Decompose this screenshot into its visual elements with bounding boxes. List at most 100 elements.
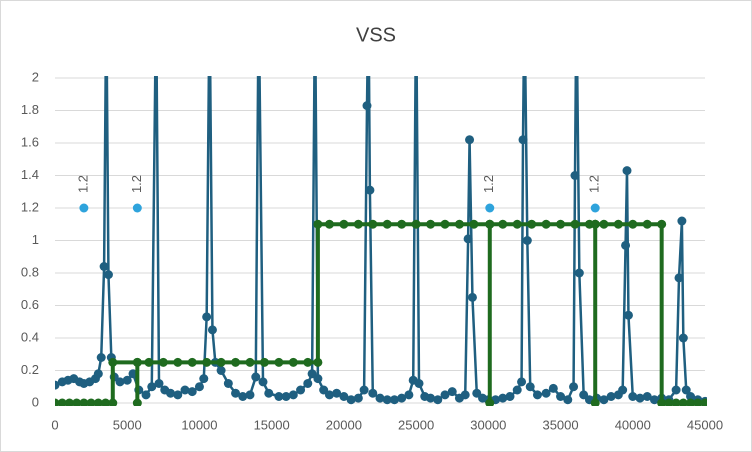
data-point xyxy=(618,385,628,395)
data-point xyxy=(397,219,407,229)
data-point xyxy=(128,369,138,379)
data-point xyxy=(678,398,688,406)
y-tick-label: 0.8 xyxy=(21,264,39,279)
data-point xyxy=(606,392,616,401)
data-point xyxy=(426,393,436,403)
data-point xyxy=(144,357,154,367)
data-point xyxy=(359,385,369,395)
y-tick-label: 1.4 xyxy=(21,167,39,182)
x-tick-label: 5000 xyxy=(113,417,142,432)
data-point xyxy=(72,398,82,406)
x-tick-label: 10000 xyxy=(181,417,217,432)
data-point xyxy=(463,234,473,244)
data-point xyxy=(245,357,255,367)
data-point xyxy=(671,385,681,395)
data-point xyxy=(628,219,638,229)
data-point xyxy=(202,312,212,322)
data-point xyxy=(93,398,103,406)
data-point xyxy=(362,101,372,111)
data-point xyxy=(187,357,197,367)
data-point xyxy=(382,219,392,229)
data-point xyxy=(231,388,241,398)
x-tick-label: 25000 xyxy=(398,417,434,432)
data-point xyxy=(686,392,696,401)
x-tick-label: 40000 xyxy=(615,417,651,432)
data-point xyxy=(158,357,168,367)
data-point xyxy=(447,387,457,397)
data-label: 1.2 xyxy=(75,175,90,193)
data-point xyxy=(674,273,684,283)
data-point xyxy=(101,398,111,406)
data-point xyxy=(93,369,103,379)
data-point xyxy=(141,390,151,400)
data-point xyxy=(108,357,118,367)
y-tick-label: 0 xyxy=(32,394,39,409)
data-point xyxy=(642,392,652,401)
data-point xyxy=(57,398,67,406)
data-point xyxy=(527,219,537,229)
y-tick-label: 1.6 xyxy=(21,134,39,149)
chart-title: VSS xyxy=(356,24,396,46)
data-point xyxy=(382,395,392,405)
y-tick-label: 0.2 xyxy=(21,362,39,377)
x-tick-label: 45000 xyxy=(687,417,723,432)
labels: 0 0.2 0.4 0.6 0.8 1 1.2 1.4 1.6 1.8 2 0 5000 10000 150… xyxy=(21,69,723,432)
data-label: 1.2 xyxy=(481,175,496,193)
x-tick-label: 35000 xyxy=(542,417,578,432)
data-point xyxy=(365,185,375,195)
data-point xyxy=(79,398,89,406)
data-point xyxy=(465,135,475,145)
data-point xyxy=(635,393,645,403)
data-point xyxy=(132,357,142,367)
data-point xyxy=(288,390,298,400)
data-point xyxy=(613,219,623,229)
data-point xyxy=(404,390,414,400)
data-point xyxy=(642,219,652,229)
data-point xyxy=(570,219,580,229)
x-tick-label: 15000 xyxy=(254,417,290,432)
data-point xyxy=(132,398,142,406)
data-point xyxy=(485,219,495,229)
data-point xyxy=(216,357,226,367)
data-point xyxy=(397,393,407,403)
data-point xyxy=(274,392,284,401)
data-point xyxy=(512,385,522,395)
data-point xyxy=(599,395,609,405)
data-point xyxy=(108,398,118,406)
data-point xyxy=(460,390,470,400)
data-point xyxy=(469,219,479,229)
data-point xyxy=(313,357,323,367)
data-point xyxy=(103,270,113,280)
data-point xyxy=(274,357,284,367)
data-point xyxy=(147,382,157,392)
data-point xyxy=(202,357,212,367)
data-point xyxy=(281,392,291,401)
data-point xyxy=(556,392,566,401)
data-point xyxy=(207,325,217,335)
data-point xyxy=(251,372,261,382)
data-point xyxy=(313,219,323,229)
x-tick-label: 0 xyxy=(51,417,58,432)
data-point xyxy=(522,236,532,245)
data-point xyxy=(99,262,109,271)
data-point xyxy=(681,385,691,395)
data-point xyxy=(440,390,450,400)
data-point xyxy=(677,216,687,226)
data-point xyxy=(122,375,132,385)
data-point xyxy=(505,392,515,401)
data-point xyxy=(173,357,183,367)
data-label: 1.2 xyxy=(587,175,602,193)
data-point xyxy=(288,357,298,367)
data-point xyxy=(303,357,313,367)
y-tick-label: 2 xyxy=(32,69,39,84)
data-point xyxy=(411,219,421,229)
data-point xyxy=(548,383,558,393)
data-point xyxy=(259,357,269,367)
data-point xyxy=(414,379,424,388)
data-point xyxy=(187,387,197,397)
data-point xyxy=(498,393,508,403)
data-point xyxy=(599,219,609,229)
data-point xyxy=(64,398,74,406)
data-point xyxy=(570,171,580,180)
data-point xyxy=(324,390,334,400)
